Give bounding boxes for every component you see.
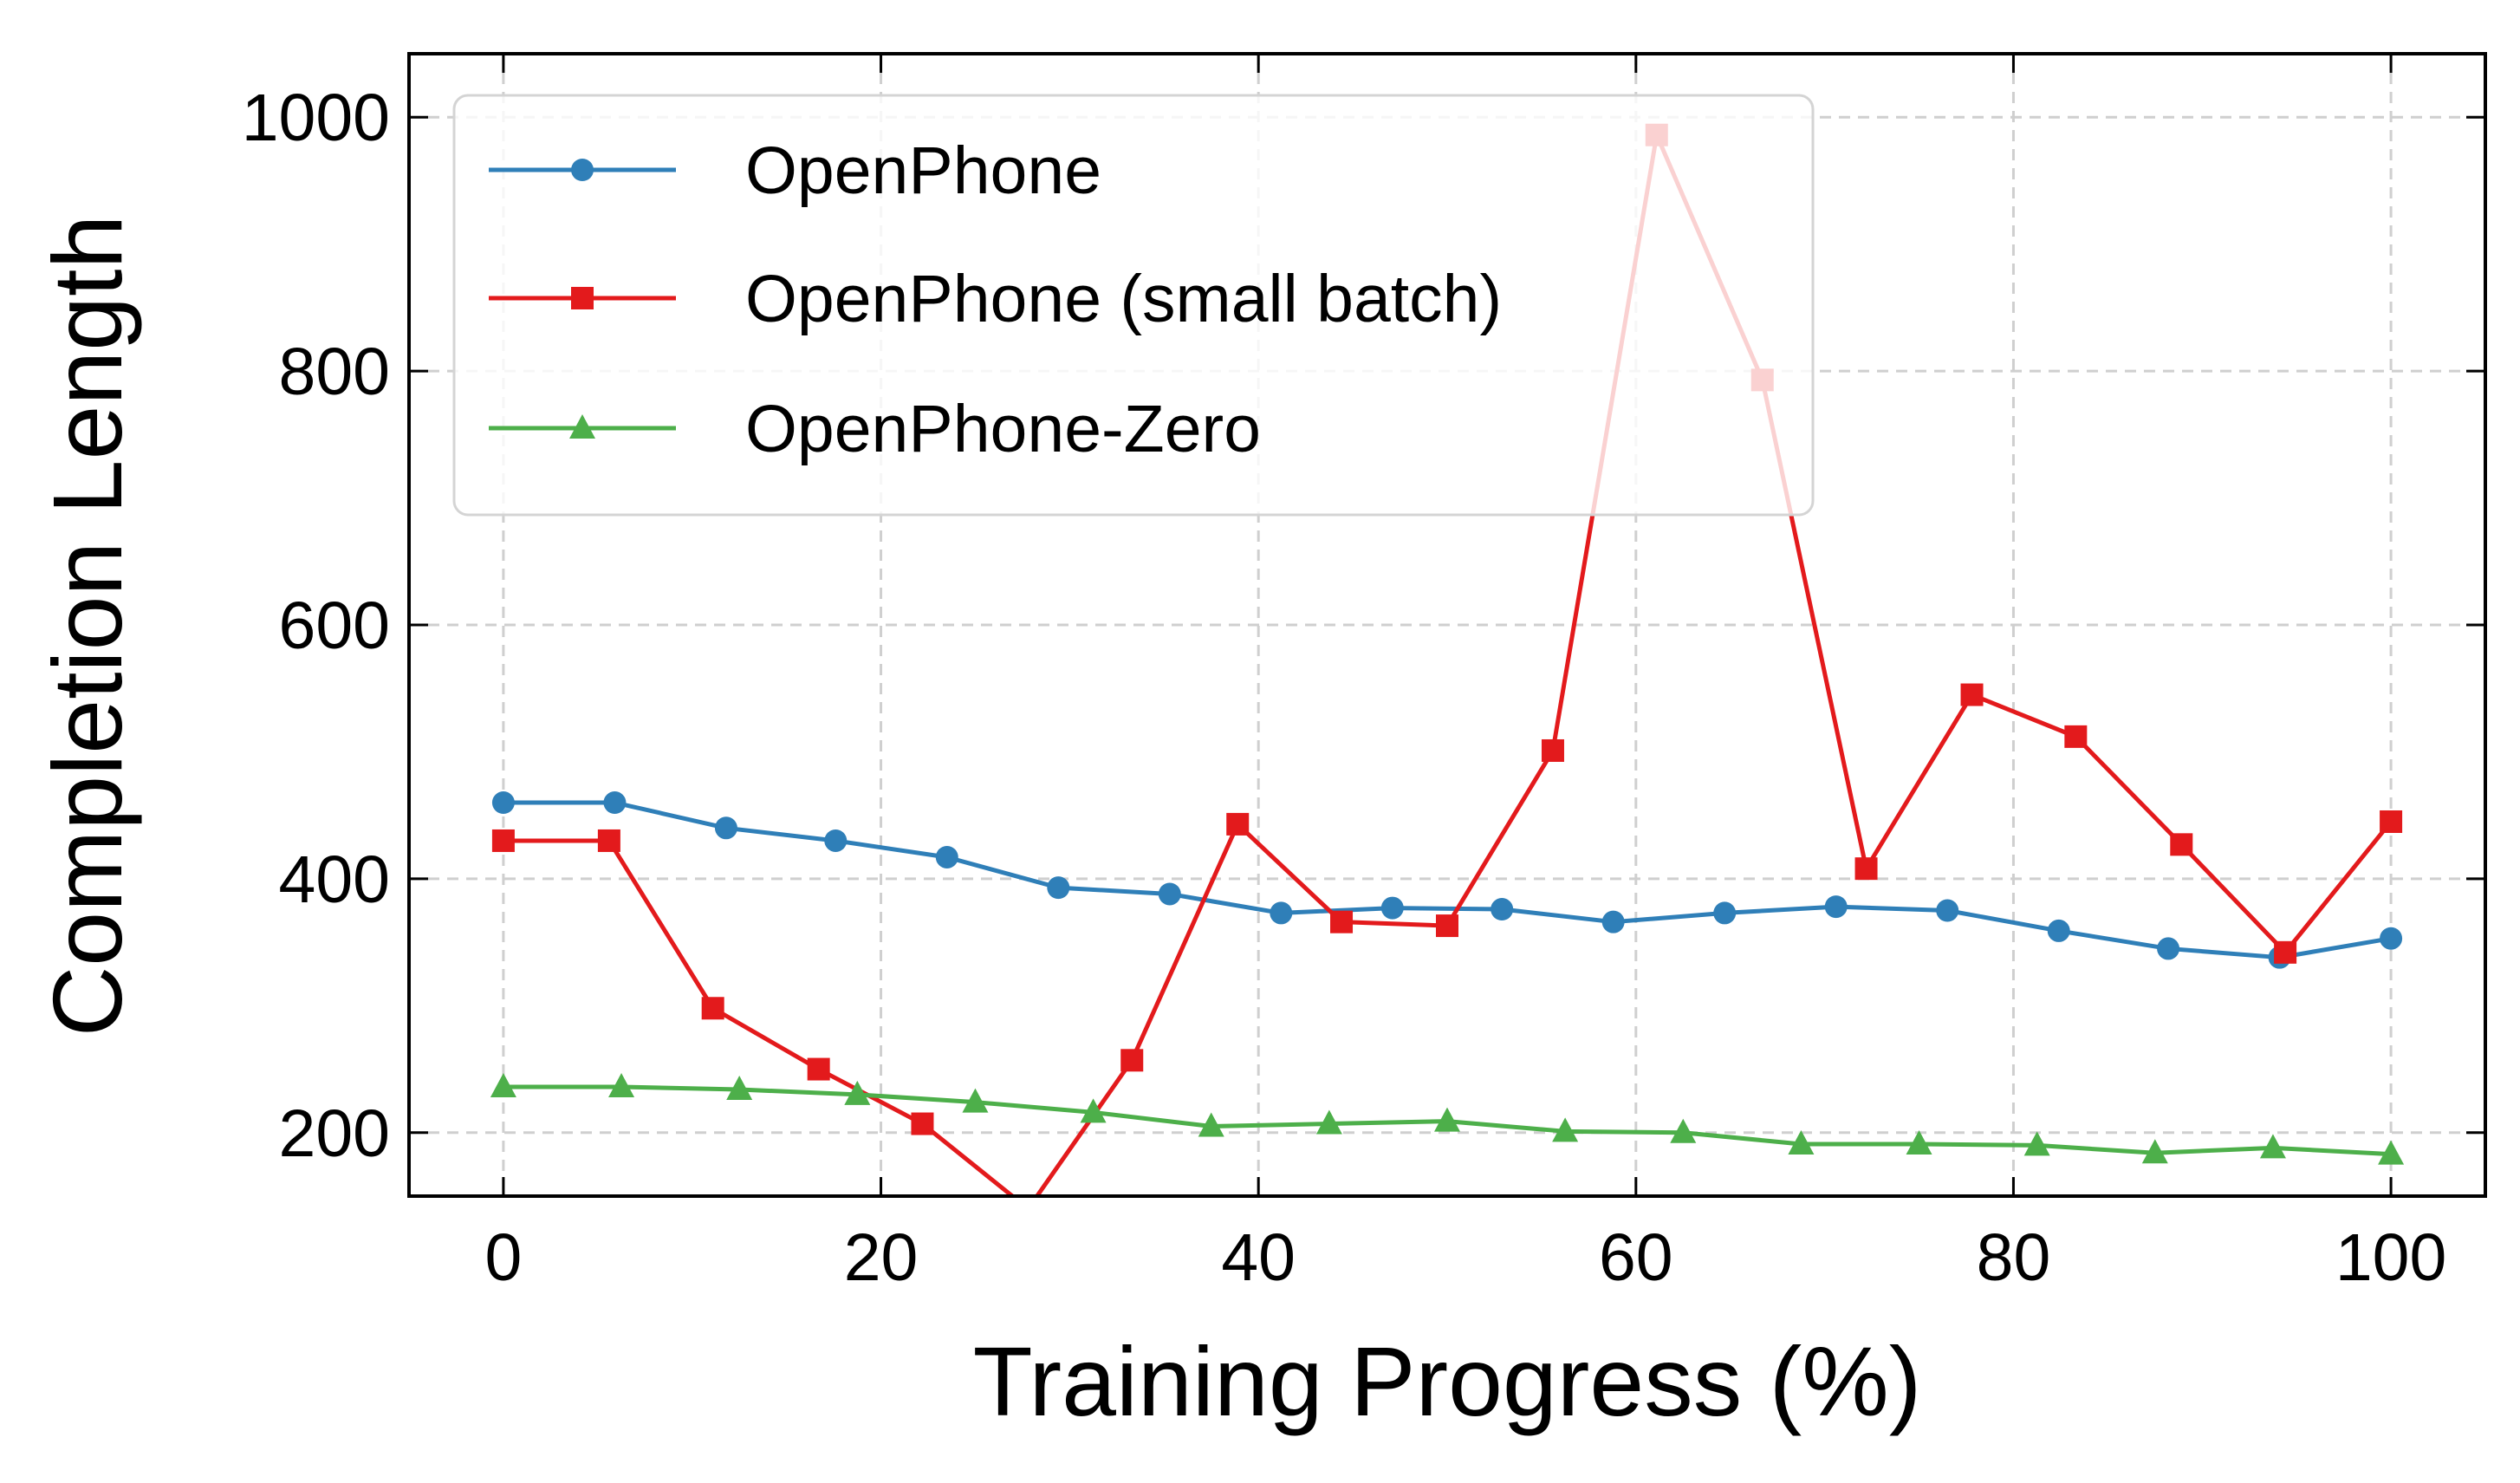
series-openphone-point — [1047, 876, 1070, 900]
series-openphone-small-batch-point — [2274, 940, 2297, 964]
data-series — [490, 123, 2405, 1220]
series-openphone-zero-point — [1198, 1112, 1224, 1137]
legend-marker — [571, 287, 594, 309]
y-tick-label: 400 — [279, 842, 390, 917]
series-openphone-zero-point — [844, 1080, 871, 1105]
series-openphone-zero-point — [1315, 1109, 1342, 1135]
tick-labels: 0 20 40 60 80 100 200 400 600 800 1000 — [242, 81, 2447, 1295]
series-openphone-zero — [490, 1073, 2405, 1165]
series-openphone-small-batch-point — [2064, 725, 2088, 748]
y-tick-label: 600 — [279, 589, 390, 663]
series-openphone-small-batch-point — [2170, 833, 2193, 856]
series-openphone-zero-point — [2378, 1140, 2405, 1165]
series-openphone-small-batch-point — [1436, 914, 1458, 938]
series-openphone-small-batch-point — [1016, 1198, 1039, 1220]
series-openphone-point — [1824, 895, 1848, 919]
series-openphone-zero-point — [1080, 1098, 1107, 1123]
series-openphone-point — [824, 829, 848, 852]
series-openphone-small-batch-point — [597, 829, 620, 852]
series-openphone-small-batch-point — [1120, 1049, 1144, 1072]
series-openphone-zero-point — [490, 1073, 516, 1098]
series-openphone-point — [2157, 937, 2180, 960]
series-openphone-zero-point — [608, 1073, 635, 1098]
y-tick-label: 800 — [279, 335, 390, 409]
series-openphone-point — [1380, 896, 1404, 920]
series-openphone-small-batch-point — [911, 1112, 934, 1135]
x-tick-label: 100 — [2335, 1220, 2446, 1295]
plot-frame — [407, 52, 2487, 1198]
series-openphone-point — [1713, 901, 1737, 925]
series-openphone-point — [1270, 901, 1293, 925]
x-tick-label: 80 — [1977, 1220, 2051, 1295]
series-openphone-small-batch-point — [2380, 810, 2403, 833]
series-openphone-small-batch-point — [701, 997, 724, 1020]
series-openphone-zero-point — [2141, 1139, 2168, 1164]
series-openphone-zero-point — [1906, 1129, 1932, 1155]
x-tick-label: 0 — [484, 1220, 522, 1295]
series-openphone-point — [603, 791, 627, 815]
series-openphone-point — [1158, 882, 1181, 906]
series-openphone-point — [935, 845, 958, 868]
series-openphone-point — [2047, 919, 2070, 942]
series-openphone-point — [2380, 927, 2403, 950]
series-openphone-small-batch-point — [1226, 812, 1250, 836]
series-openphone-small-batch-point — [1330, 910, 1354, 933]
y-tick-label: 1000 — [242, 81, 390, 155]
y-axis-label: Completion Length — [33, 215, 142, 1037]
series-openphone-point — [1936, 899, 1959, 922]
series-openphone-zero-point — [1670, 1118, 1697, 1143]
series-openphone-zero-point — [1552, 1117, 1579, 1142]
legend-marker — [571, 159, 594, 181]
x-tick-label: 40 — [1221, 1220, 1296, 1295]
series-openphone-zero-point — [2023, 1131, 2050, 1156]
series-openphone-zero-point — [2259, 1134, 2286, 1159]
x-axis-label: Training Progress (%) — [973, 1327, 1922, 1436]
series-openphone-point — [714, 816, 737, 840]
series-openphone-point — [1601, 910, 1625, 933]
legend-label: OpenPhone-Zero — [745, 392, 1261, 466]
series-openphone-zero-point — [726, 1075, 753, 1100]
legend-label: OpenPhone (small batch) — [745, 262, 1502, 336]
series-openphone — [491, 791, 2403, 969]
x-tick-label: 20 — [844, 1220, 919, 1295]
legend-marker — [569, 414, 595, 439]
series-openphone-point — [1491, 898, 1514, 921]
legend-box — [452, 94, 1815, 517]
series-openphone-small-batch-point — [491, 829, 515, 852]
series-openphone-small-batch-point — [1541, 738, 1564, 762]
legend: OpenPhone OpenPhone (small batch) OpenPhon… — [452, 94, 1815, 517]
series-openphone-small-batch-point — [1960, 683, 1984, 706]
series-openphone-small-batch-point — [807, 1057, 830, 1081]
y-tick-label: 200 — [279, 1096, 390, 1171]
legend-label: OpenPhone — [745, 133, 1101, 208]
series-openphone-zero-point — [1788, 1129, 1815, 1155]
series-openphone-line — [503, 800, 2392, 960]
axis-ticks — [409, 54, 2485, 1196]
series-openphone-zero-point — [962, 1088, 989, 1113]
series-openphone-small-batch-point — [1854, 857, 1878, 881]
series-openphone-zero-point — [1434, 1107, 1460, 1132]
series-openphone-point — [491, 791, 515, 815]
x-tick-label: 60 — [1599, 1220, 1673, 1295]
series-openphone-small-batch — [491, 123, 2403, 1220]
